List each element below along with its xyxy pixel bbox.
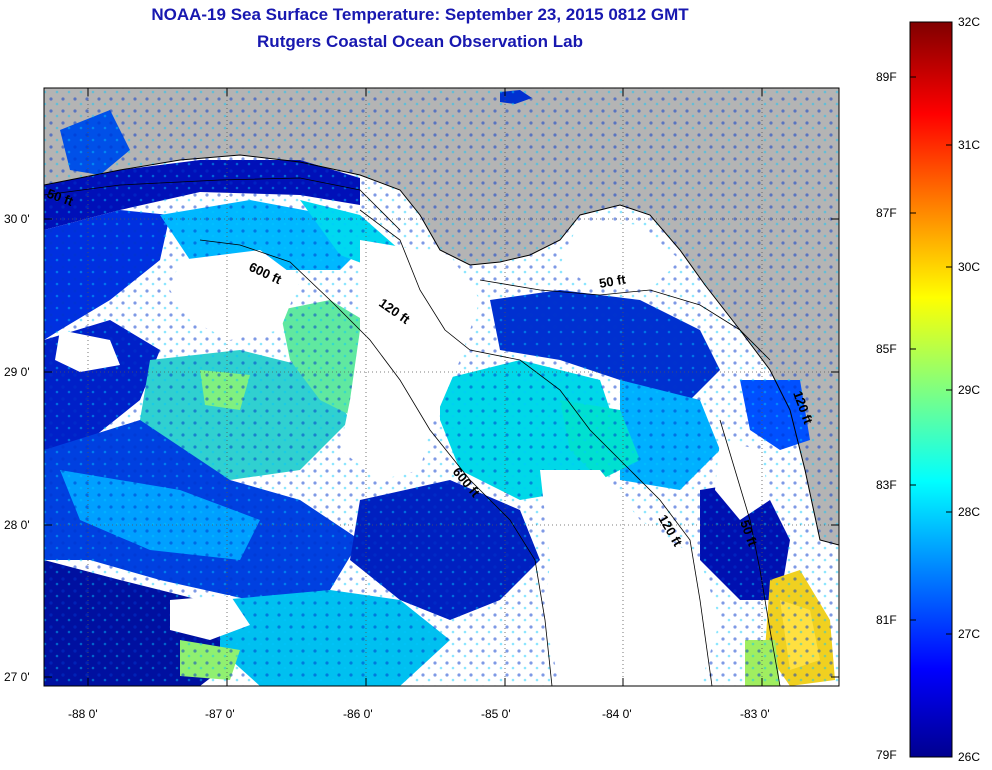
- colorbar-c-label: 29C: [958, 383, 981, 397]
- lon-label: -87 0': [205, 707, 235, 721]
- colorbar-c-label: 26C: [958, 750, 981, 764]
- lon-label: -88 0': [68, 707, 98, 721]
- colorbar-f-label: 79F: [876, 748, 897, 762]
- map-frame: [43, 87, 840, 687]
- frame-ticks: [44, 88, 839, 686]
- colorbar-c-label: 32C: [958, 15, 981, 29]
- map-title: NOAA-19 Sea Surface Temperature: Septemb…: [151, 5, 689, 24]
- lat-label: 27 0': [4, 670, 30, 684]
- depth-contours: [44, 177, 781, 686]
- colorbar-f-label: 89F: [876, 70, 897, 84]
- contour-label: 50 ft: [598, 271, 628, 291]
- colorbar-f-label: 85F: [876, 342, 897, 356]
- colorbar-c-label: 27C: [958, 627, 981, 641]
- colorbar-f-label: 87F: [876, 206, 897, 220]
- colorbar-c-label: 30C: [958, 260, 981, 274]
- cloud-overlays: [55, 220, 770, 686]
- lon-label: -84 0': [602, 707, 632, 721]
- lat-label: 29 0': [4, 365, 30, 379]
- map-subtitle: Rutgers Coastal Ocean Observation Lab: [257, 32, 583, 51]
- lat-label: 28 0': [4, 518, 30, 532]
- map-canvas: [44, 88, 839, 686]
- lon-label: -86 0': [343, 707, 373, 721]
- graticule: [44, 88, 839, 686]
- colorbar-ticks: [910, 76, 952, 635]
- colorbar-c-label: 28C: [958, 505, 981, 519]
- coastline: [44, 154, 839, 546]
- colorbar: [909, 21, 953, 758]
- colorbar-f-label: 83F: [876, 478, 897, 492]
- lat-label: 30 0': [4, 212, 30, 226]
- colorbar-f-label: 81F: [876, 613, 897, 627]
- lon-label: -83 0': [740, 707, 770, 721]
- colorbar-c-label: 31C: [958, 138, 981, 152]
- lon-label: -85 0': [481, 707, 511, 721]
